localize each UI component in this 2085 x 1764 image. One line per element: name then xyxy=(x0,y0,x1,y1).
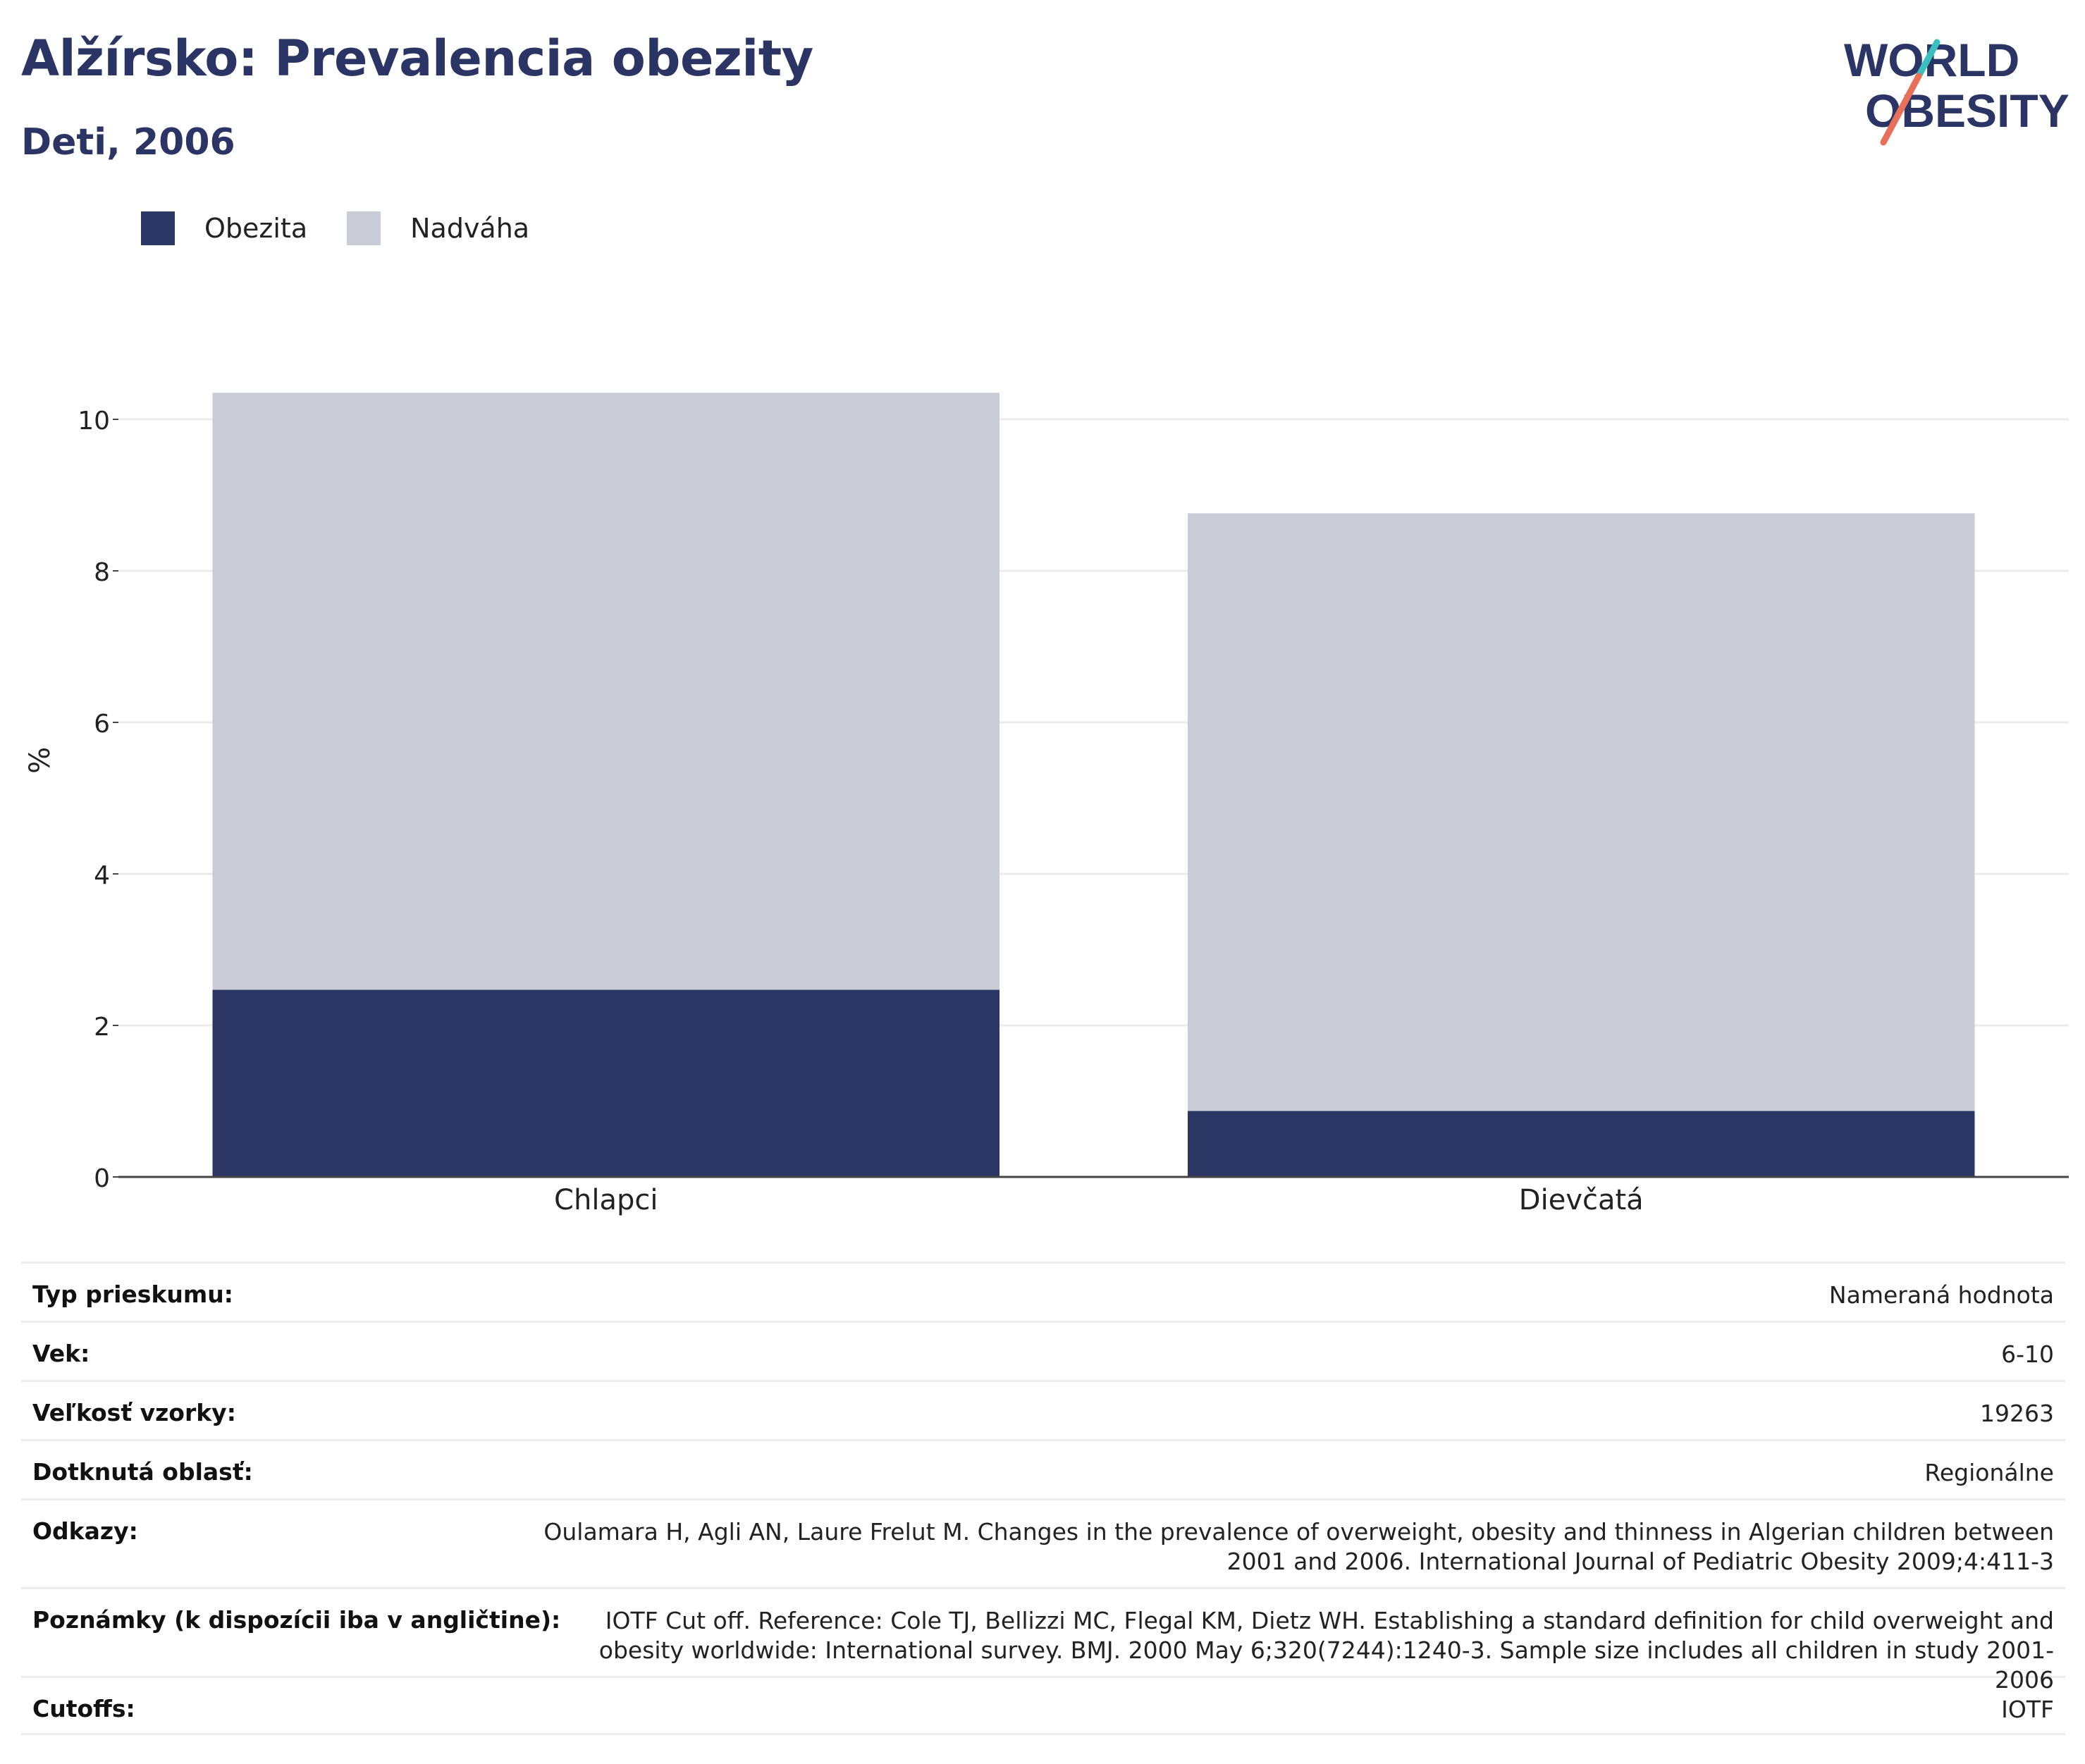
y-axis-label: % xyxy=(24,747,56,774)
legend-swatch-obezita xyxy=(141,211,175,245)
info-row-label: Poznámky (k dispozícii iba v angličtine)… xyxy=(32,1606,561,1634)
info-row-label: Odkazy: xyxy=(32,1517,138,1545)
legend-item-obezita[interactable]: Obezita xyxy=(141,211,307,245)
info-row-label: Veľkosť vzorky: xyxy=(32,1399,236,1426)
x-tick-label: Chlapci xyxy=(554,1184,658,1216)
y-tick-label: 10 xyxy=(78,407,110,436)
bar-obezita-1 xyxy=(1188,1111,1975,1177)
y-tick-label: 0 xyxy=(94,1164,110,1193)
info-row-value: IOTF Cut off. Reference: Cole TJ, Belliz… xyxy=(598,1607,2054,1694)
info-row: Cutoffs: IOTF xyxy=(21,1676,2065,1735)
info-row-value: Nameraná hodnota xyxy=(1828,1281,2054,1309)
info-row: Poznámky (k dispozícii iba v angličtine)… xyxy=(21,1587,2065,1694)
info-row-label: Vek: xyxy=(32,1340,90,1367)
y-tick-label: 4 xyxy=(94,861,110,890)
bar-nadvaha-0 xyxy=(212,393,1000,990)
chart-title: Alžírsko: Prevalencia obezity xyxy=(21,30,813,87)
info-row-value: IOTF xyxy=(2001,1696,2054,1723)
legend-label-nadvaha: Nadváha xyxy=(410,213,530,244)
chart-legend: Obezita Nadváha xyxy=(141,209,569,248)
info-row-value: Regionálne xyxy=(1924,1459,2054,1486)
stacked-bar-chart: 0 2 4 6 8 10% Chlapci Dievčatá xyxy=(24,393,2069,1216)
info-row: Odkazy: Oulamara H, Agli AN, Laure Frelut… xyxy=(21,1498,2065,1587)
info-row-value: Oulamara H, Agli AN, Laure Frelut M. Cha… xyxy=(543,1518,2054,1575)
logo-word-1: WORLD xyxy=(1844,34,2019,86)
info-row: Typ prieskumu: Nameraná hodnota xyxy=(21,1262,2065,1321)
info-row-value: 19263 xyxy=(1980,1400,2054,1427)
world-obesity-logo-mark: WORLD OBESITY xyxy=(1844,34,2069,146)
info-row: Dotknutá oblasť: Regionálne xyxy=(21,1439,2065,1498)
y-tick-label: 8 xyxy=(94,558,110,587)
y-tick-label: 2 xyxy=(94,1013,110,1042)
y-tick-label: 6 xyxy=(94,710,110,739)
info-row: Veľkosť vzorky: 19263 xyxy=(21,1380,2065,1439)
info-row-label: Typ prieskumu: xyxy=(32,1281,233,1308)
info-row: Vek: 6-10 xyxy=(21,1321,2065,1380)
x-tick-label: Dievčatá xyxy=(1519,1184,1644,1216)
survey-info-table: Typ prieskumu: Nameraná hodnota Vek: 6-10 Ve… xyxy=(21,1262,2065,1735)
bar-nadvaha-1 xyxy=(1188,513,1975,1111)
legend-swatch-nadvaha xyxy=(347,211,381,245)
bar-obezita-0 xyxy=(212,989,1000,1177)
legend-label-obezita: Obezita xyxy=(204,213,308,244)
info-row-label: Cutoffs: xyxy=(32,1695,135,1722)
world-obesity-logo: WORLD OBESITY xyxy=(1833,21,2072,155)
info-row-value: 6-10 xyxy=(2001,1340,2054,1368)
info-row-label: Dotknutá oblasť: xyxy=(32,1458,253,1486)
chart-subtitle: Deti, 2006 xyxy=(21,121,235,164)
logo-word-2: OBESITY xyxy=(1865,85,2069,137)
legend-item-nadvaha[interactable]: Nadváha xyxy=(347,211,529,245)
